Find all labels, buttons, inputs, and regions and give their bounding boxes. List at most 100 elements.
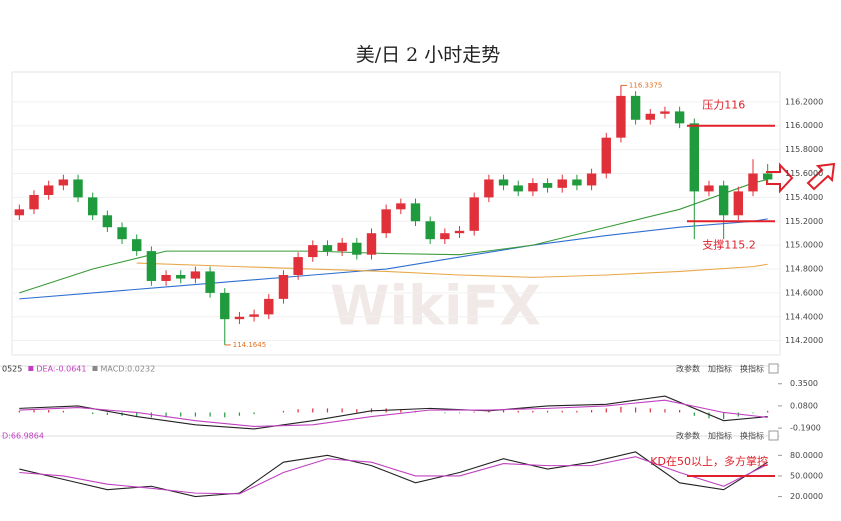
candle-body — [308, 245, 318, 258]
plot-frame — [11, 71, 781, 356]
arrow-up-right — [806, 162, 836, 191]
candle-body — [601, 137, 611, 174]
y-tick-label: 114.8000 — [785, 265, 823, 274]
candle-body — [630, 95, 641, 120]
line-series — [19, 399, 768, 427]
y-tick-label: 115.2000 — [785, 217, 823, 226]
level-label: 压力116 — [702, 99, 745, 112]
marks: 116.2000 116.0000 115.8000 115.6000 115.4000… — [2, 81, 823, 501]
arrow-right — [766, 162, 794, 194]
candle-body — [484, 179, 494, 198]
candle-body — [660, 111, 670, 114]
candle-body — [29, 194, 39, 210]
legend-swatch — [92, 366, 98, 371]
candle-body — [176, 274, 186, 279]
indicator-button[interactable]: 换指标 — [740, 431, 764, 441]
candle-body — [454, 230, 465, 234]
candle-body — [73, 179, 83, 198]
candle-body — [498, 179, 509, 186]
candle-body — [132, 239, 142, 252]
candle-body — [293, 257, 303, 275]
panel-header: DEA:-0.0641 — [36, 365, 86, 374]
close-button[interactable] — [768, 430, 779, 441]
candle-body — [14, 209, 25, 216]
candle-body — [146, 251, 157, 281]
close-button[interactable] — [768, 363, 779, 374]
candle-body — [264, 298, 274, 315]
y-tick-label: 80.0000 — [790, 451, 823, 460]
y-tick-label: 0.3500 — [790, 379, 818, 388]
legend-swatch — [28, 366, 34, 371]
candle-body — [43, 185, 54, 195]
candle-body — [102, 215, 113, 228]
candle-body — [572, 179, 582, 186]
y-tick-label: 20.0000 — [790, 492, 823, 501]
level-label: KD在50以上，多方掌控 — [650, 454, 768, 468]
candle-body — [205, 271, 215, 293]
y-tick-label: 115.0000 — [785, 241, 823, 250]
line-series — [136, 262, 768, 278]
panel-header: 0525 — [2, 365, 22, 374]
indicator-button[interactable]: 换指标 — [740, 364, 764, 374]
y-tick-label: 114.6000 — [785, 288, 823, 297]
panel-header: MACD:0.0232 — [100, 365, 155, 374]
y-tick-label: 115.4000 — [785, 193, 823, 202]
candle-body — [278, 274, 289, 299]
candle-body — [396, 203, 406, 210]
candle-body — [616, 95, 626, 138]
candle-body — [425, 221, 435, 240]
candle-body — [469, 197, 479, 231]
indicator-button[interactable]: 改参数 — [676, 364, 700, 374]
candle-body — [249, 314, 259, 317]
candle-body — [704, 185, 714, 192]
line-series — [19, 395, 768, 430]
y-tick-label: 50.0000 — [790, 471, 823, 480]
candle-body — [337, 242, 347, 252]
candle-body — [366, 233, 377, 255]
indicator-button[interactable]: 改参数 — [676, 431, 700, 441]
candle-body — [352, 242, 362, 255]
candle-body — [645, 113, 655, 120]
candle-body — [58, 179, 69, 186]
panel-header: D:66.9864 — [2, 432, 44, 441]
y-tick-label: 116.2000 — [785, 97, 823, 106]
y-tick-label: 115.8000 — [785, 145, 823, 154]
candle-body — [410, 203, 421, 222]
candle-body — [322, 245, 333, 252]
low-annotation: 114.1645 — [233, 341, 266, 349]
candle-body — [528, 183, 538, 192]
chart-title: 美/日 2 小时走势 — [356, 44, 501, 66]
candle-body — [557, 179, 567, 188]
indicator-button[interactable]: 加指标 — [708, 431, 732, 441]
candle-body — [117, 227, 127, 240]
candle-body — [762, 173, 773, 180]
candle-body — [88, 197, 98, 216]
candle-body — [718, 185, 729, 216]
candle-body — [689, 123, 699, 192]
candle-body — [220, 292, 230, 320]
candle-body — [234, 316, 245, 320]
candle-body — [674, 111, 685, 124]
y-tick-label: 114.2000 — [785, 336, 823, 345]
high-annotation: 116.3375 — [629, 81, 662, 89]
y-tick-label: 114.4000 — [785, 312, 823, 321]
watermark: WikiFX — [330, 275, 541, 338]
y-tick-label: 0.0800 — [790, 401, 818, 410]
y-tick-label: -0.1900 — [790, 424, 821, 433]
candle-body — [748, 173, 758, 192]
candle-body — [733, 191, 744, 216]
indicator-button[interactable]: 加指标 — [708, 364, 732, 374]
candle-body — [161, 274, 171, 281]
y-tick-label: 116.0000 — [785, 121, 823, 130]
line-series — [19, 218, 768, 300]
candle-body — [190, 271, 201, 279]
y-tick-label: 115.6000 — [785, 169, 823, 178]
line-series — [19, 456, 768, 495]
candle-body — [542, 183, 553, 188]
line-series — [19, 451, 768, 498]
candle-body — [586, 173, 597, 186]
candle-body — [513, 185, 523, 192]
level-label: 支撑115.2 — [702, 237, 756, 251]
